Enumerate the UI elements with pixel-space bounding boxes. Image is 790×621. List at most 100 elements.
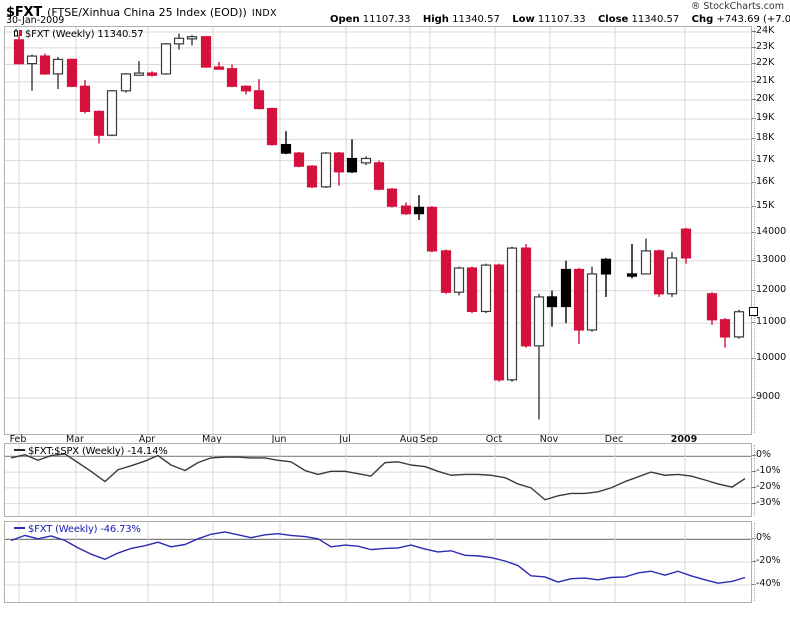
symbol-type: INDX bbox=[251, 8, 277, 19]
price-y-tick-label: 17K bbox=[756, 153, 775, 165]
price-y-tick-label: 19K bbox=[756, 112, 775, 124]
price-y-tick-label: 23K bbox=[756, 40, 775, 52]
price-y-tick-label: 16K bbox=[756, 176, 775, 188]
x-axis-tick-label: Aug bbox=[399, 434, 419, 445]
candlestick bbox=[79, 80, 91, 114]
candlestick bbox=[346, 139, 358, 173]
price-panel[interactable] bbox=[4, 26, 752, 435]
candlestick bbox=[186, 35, 198, 46]
price-y-tick-label: 24K bbox=[756, 25, 775, 36]
candlestick bbox=[440, 249, 452, 294]
price-axis-rail bbox=[754, 28, 756, 433]
copyright-notice: ® StockCharts.com bbox=[690, 1, 784, 12]
y-tick-label: -10% bbox=[756, 465, 781, 477]
ratio-line-swatch-icon bbox=[14, 449, 25, 451]
candlestick bbox=[586, 266, 598, 332]
x-axis-tick-label: 2009 bbox=[670, 434, 698, 445]
low-label: Low bbox=[512, 14, 535, 25]
axis-rail bbox=[754, 445, 756, 515]
quote-summary: Open 11107.33 High 11340.57 Low 11107.33… bbox=[330, 14, 790, 25]
price-y-tick-label: 15K bbox=[756, 200, 775, 212]
performance-plot[interactable] bbox=[5, 522, 751, 602]
x-axis-tick-label: Feb bbox=[9, 434, 27, 445]
y-tick-label: 0% bbox=[756, 449, 772, 461]
chart-header: $FXT (FTSE/Xinhua China 25 Index (EOD)) … bbox=[0, 0, 790, 26]
x-axis-tick-label: Apr bbox=[138, 434, 156, 445]
open-label: Open bbox=[330, 14, 360, 25]
candlestick bbox=[306, 165, 318, 188]
candlestick bbox=[280, 131, 292, 155]
chg-value: +743.69 (+7.02%) bbox=[716, 14, 790, 25]
ratio-panel[interactable] bbox=[4, 443, 752, 517]
candlestick bbox=[493, 263, 505, 382]
candlestick bbox=[426, 206, 438, 253]
price-y-tick-label: 10000 bbox=[756, 351, 787, 363]
ratio-plot[interactable] bbox=[5, 444, 751, 516]
price-y-tick-label: 20K bbox=[756, 93, 775, 105]
high-value: 11340.57 bbox=[452, 14, 500, 25]
symbol-description: (FTSE/Xinhua China 25 Index (EOD)) bbox=[47, 6, 247, 19]
candlestick bbox=[106, 89, 118, 137]
candlestick bbox=[26, 54, 38, 91]
symbol-ticker: $FXT bbox=[6, 5, 43, 20]
candlestick bbox=[52, 56, 64, 90]
candlestick bbox=[466, 266, 478, 314]
performance-panel[interactable] bbox=[4, 521, 752, 603]
price-legend-label: $FXT (Weekly) 11340.57 bbox=[25, 29, 144, 40]
performance-legend-label: $FXT (Weekly) -46.73% bbox=[28, 524, 141, 535]
price-plot[interactable] bbox=[5, 27, 751, 434]
candlestick bbox=[666, 252, 678, 297]
symbol-title-line: $FXT (FTSE/Xinhua China 25 Index (EOD)) … bbox=[6, 1, 277, 20]
candlestick bbox=[266, 107, 278, 146]
chg-label: Chg bbox=[691, 14, 714, 25]
candlestick bbox=[706, 292, 718, 325]
candlestick bbox=[626, 243, 638, 279]
candlestick bbox=[680, 227, 692, 264]
candlestick bbox=[200, 35, 212, 68]
candlestick bbox=[520, 243, 532, 348]
series-line bbox=[10, 453, 746, 501]
candlestick bbox=[400, 202, 412, 215]
series-line bbox=[10, 531, 746, 584]
candlestick bbox=[373, 160, 385, 191]
high-label: High bbox=[422, 14, 449, 25]
open-value: 11107.33 bbox=[362, 14, 411, 25]
quote-date: 30-Jan-2009 bbox=[6, 15, 65, 26]
candlestick bbox=[133, 61, 145, 76]
price-panel-legend: $FXT (Weekly) 11340.57 bbox=[14, 29, 144, 40]
candlestick-icon bbox=[14, 29, 23, 38]
candlestick bbox=[480, 263, 492, 314]
candlestick bbox=[413, 195, 425, 221]
candlestick bbox=[120, 73, 132, 93]
x-axis-tick-label: Jun bbox=[271, 434, 287, 445]
candlestick bbox=[253, 79, 265, 110]
y-tick-label: -40% bbox=[756, 577, 781, 589]
low-value: 11107.33 bbox=[537, 14, 586, 25]
candlestick bbox=[600, 257, 612, 297]
price-y-tick-label: 9000 bbox=[756, 391, 781, 402]
candlestick bbox=[360, 156, 372, 166]
price-y-tick-label: 13000 bbox=[756, 253, 787, 265]
candlestick bbox=[213, 61, 225, 70]
candlestick bbox=[653, 249, 665, 297]
axis-rail bbox=[754, 523, 756, 601]
price-y-tick-label: 18K bbox=[756, 132, 775, 144]
y-tick-label: 0% bbox=[756, 532, 772, 544]
y-tick-label: -30% bbox=[756, 496, 781, 508]
candlestick bbox=[66, 58, 78, 88]
candlestick bbox=[733, 309, 745, 339]
performance-panel-legend: $FXT (Weekly) -46.73% bbox=[14, 524, 141, 535]
price-y-tick-label: 11000 bbox=[756, 316, 787, 328]
price-y-tick-label: 12000 bbox=[756, 283, 787, 295]
candlestick bbox=[573, 268, 585, 345]
x-axis-tick-label: May bbox=[202, 434, 222, 445]
candlestick bbox=[293, 152, 305, 168]
candlestick bbox=[386, 187, 398, 208]
price-y-tick-label: 14000 bbox=[756, 226, 787, 238]
candlestick bbox=[93, 110, 105, 144]
candlestick bbox=[640, 238, 652, 275]
candlestick bbox=[333, 152, 345, 186]
candlestick bbox=[506, 246, 518, 382]
ratio-panel-legend: $FXT:$SPX (Weekly) -14.14% bbox=[14, 446, 168, 457]
